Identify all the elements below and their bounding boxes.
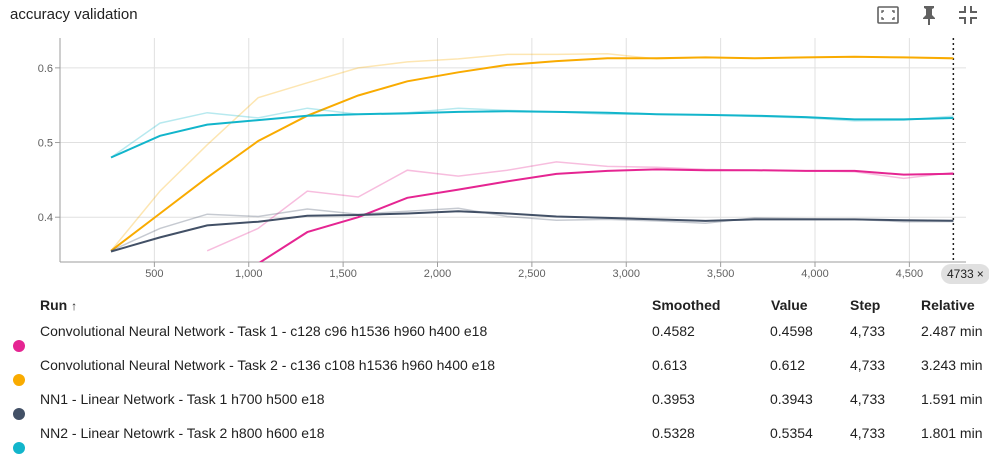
header-relative[interactable]: Relative [921, 297, 975, 313]
run-name: NN1 - Linear Network - Task 1 h700 h500 … [40, 391, 325, 407]
x-tick-label: 4,000 [801, 268, 829, 280]
run-color-dot [13, 408, 25, 420]
tick-labels: 500 1,000 1,500 2,000 2,500 3,000 3,500 4,000 4,… [38, 63, 923, 280]
smoothed-value: 0.5328 [652, 425, 695, 441]
run-color-dot [13, 442, 25, 454]
header-step[interactable]: Step [850, 297, 881, 313]
run-name: Convolutional Neural Network - Task 1 - … [40, 323, 488, 339]
collapse-icon[interactable] [956, 3, 980, 27]
raw-value: 0.5354 [770, 425, 813, 441]
relative-time: 1.591 min [921, 391, 983, 407]
axes [55, 38, 966, 267]
x-tick-label: 2,000 [424, 268, 452, 280]
smoothed-value: 0.3953 [652, 391, 695, 407]
table-header: Run ↑ Smoothed Value Step Relative [0, 292, 989, 326]
sort-arrow-icon[interactable]: ↑ [71, 299, 78, 313]
smoothed-series-line [110, 55, 954, 252]
x-tick-label: 2,500 [518, 268, 546, 280]
x-tick-label: 3,000 [612, 268, 640, 280]
run-color-dot [13, 340, 25, 352]
table-row[interactable]: NN2 - Linear Netowrk - Task 2 h800 h600 … [0, 424, 989, 458]
x-tick-label: 1,000 [235, 268, 263, 280]
x-tick-label: 500 [145, 268, 163, 280]
header-value[interactable]: Value [771, 297, 808, 313]
header-smoothed[interactable]: Smoothed [652, 297, 721, 313]
raw-value: 0.612 [770, 357, 806, 373]
step-badge-label: 4733 [947, 267, 974, 281]
run-name: Convolutional Neural Network - Task 2 - … [40, 357, 496, 373]
table-row[interactable]: NN1 - Linear Network - Task 1 h700 h500 … [0, 390, 989, 424]
x-tick-label: 4,500 [896, 268, 924, 280]
smoothed-series-line [110, 110, 954, 159]
relative-time: 2.487 min [921, 323, 983, 339]
smoothed-series-line [110, 210, 954, 253]
raw-series-line [206, 161, 954, 252]
step-value: 4,733 [850, 357, 886, 373]
run-color-dot [13, 374, 25, 386]
line-chart: 500 1,000 1,500 2,000 2,500 3,000 3,500 4,000 4,… [38, 38, 966, 280]
x-tick-label: 1,500 [329, 268, 357, 280]
step-value: 4,733 [850, 425, 886, 441]
y-tick-label: 0.6 [38, 63, 53, 75]
series-layer [110, 52, 954, 262]
chart-title: accuracy validation [10, 6, 138, 23]
step-value: 4,733 [850, 323, 886, 339]
y-tick-label: 0.4 [38, 212, 53, 224]
run-name: NN2 - Linear Netowrk - Task 2 h800 h600 … [40, 425, 325, 441]
pin-icon[interactable] [917, 3, 941, 27]
smoothed-value: 0.4582 [652, 323, 695, 339]
smoothed-value: 0.613 [652, 357, 688, 373]
table-row[interactable]: Convolutional Neural Network - Task 2 - … [0, 356, 989, 390]
relative-time: 3.243 min [921, 357, 983, 373]
raw-value: 0.3943 [770, 391, 813, 407]
relative-time: 1.801 min [921, 425, 983, 441]
smoothed-series-line [258, 168, 954, 262]
grid [60, 38, 966, 262]
fit-domain-icon[interactable] [876, 3, 900, 27]
raw-value: 0.4598 [770, 323, 813, 339]
close-icon[interactable]: × [976, 267, 984, 281]
step-value: 4,733 [850, 391, 886, 407]
step-badge[interactable]: 4733 × [941, 264, 989, 284]
header-run[interactable]: Run ↑ [40, 297, 78, 313]
x-tick-label: 3,500 [707, 268, 735, 280]
y-tick-label: 0.5 [38, 138, 53, 150]
table-row[interactable]: Convolutional Neural Network - Task 1 - … [0, 322, 989, 356]
